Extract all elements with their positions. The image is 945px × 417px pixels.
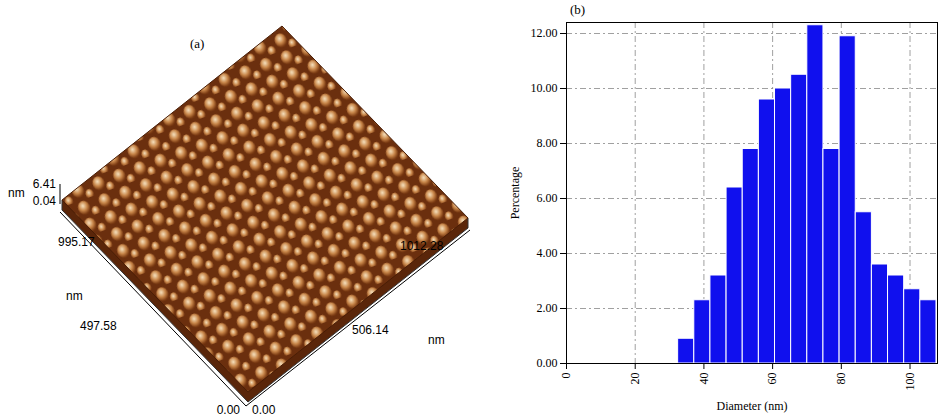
svg-text:6.00: 6.00 (537, 191, 558, 205)
svg-text:Diameter (nm): Diameter (nm) (717, 399, 788, 413)
svg-text:995.17: 995.17 (58, 235, 95, 249)
svg-text:10.00: 10.00 (531, 81, 558, 95)
svg-text:12.00: 12.00 (531, 26, 558, 40)
svg-text:100: 100 (903, 373, 917, 391)
svg-text:1012.28: 1012.28 (400, 239, 444, 253)
svg-text:4.00: 4.00 (537, 246, 558, 260)
svg-text:nm: nm (8, 186, 25, 200)
svg-text:20: 20 (628, 373, 642, 385)
svg-text:nm: nm (428, 333, 445, 347)
svg-text:60: 60 (765, 373, 779, 385)
svg-text:497.58: 497.58 (80, 319, 117, 333)
svg-text:0: 0 (559, 373, 573, 379)
html-text:(b): (b) (570, 2, 586, 17)
svg-text:6.41: 6.41 (33, 177, 57, 191)
svg-text:40: 40 (697, 373, 711, 385)
svg-text:(a): (a) (190, 36, 204, 51)
svg-text:nm: nm (66, 289, 83, 303)
svg-text:2.00: 2.00 (537, 301, 558, 315)
svg-text:80: 80 (834, 373, 848, 385)
svg-text:506.14: 506.14 (352, 323, 389, 337)
svg-text:8.00: 8.00 (537, 136, 558, 150)
svg-text:Percentage: Percentage (508, 167, 522, 220)
svg-text:0.04: 0.04 (33, 194, 57, 208)
svg-text:0.00: 0.00 (217, 403, 241, 417)
svg-text:0.00: 0.00 (252, 403, 276, 417)
svg-text:0.00: 0.00 (537, 356, 558, 370)
